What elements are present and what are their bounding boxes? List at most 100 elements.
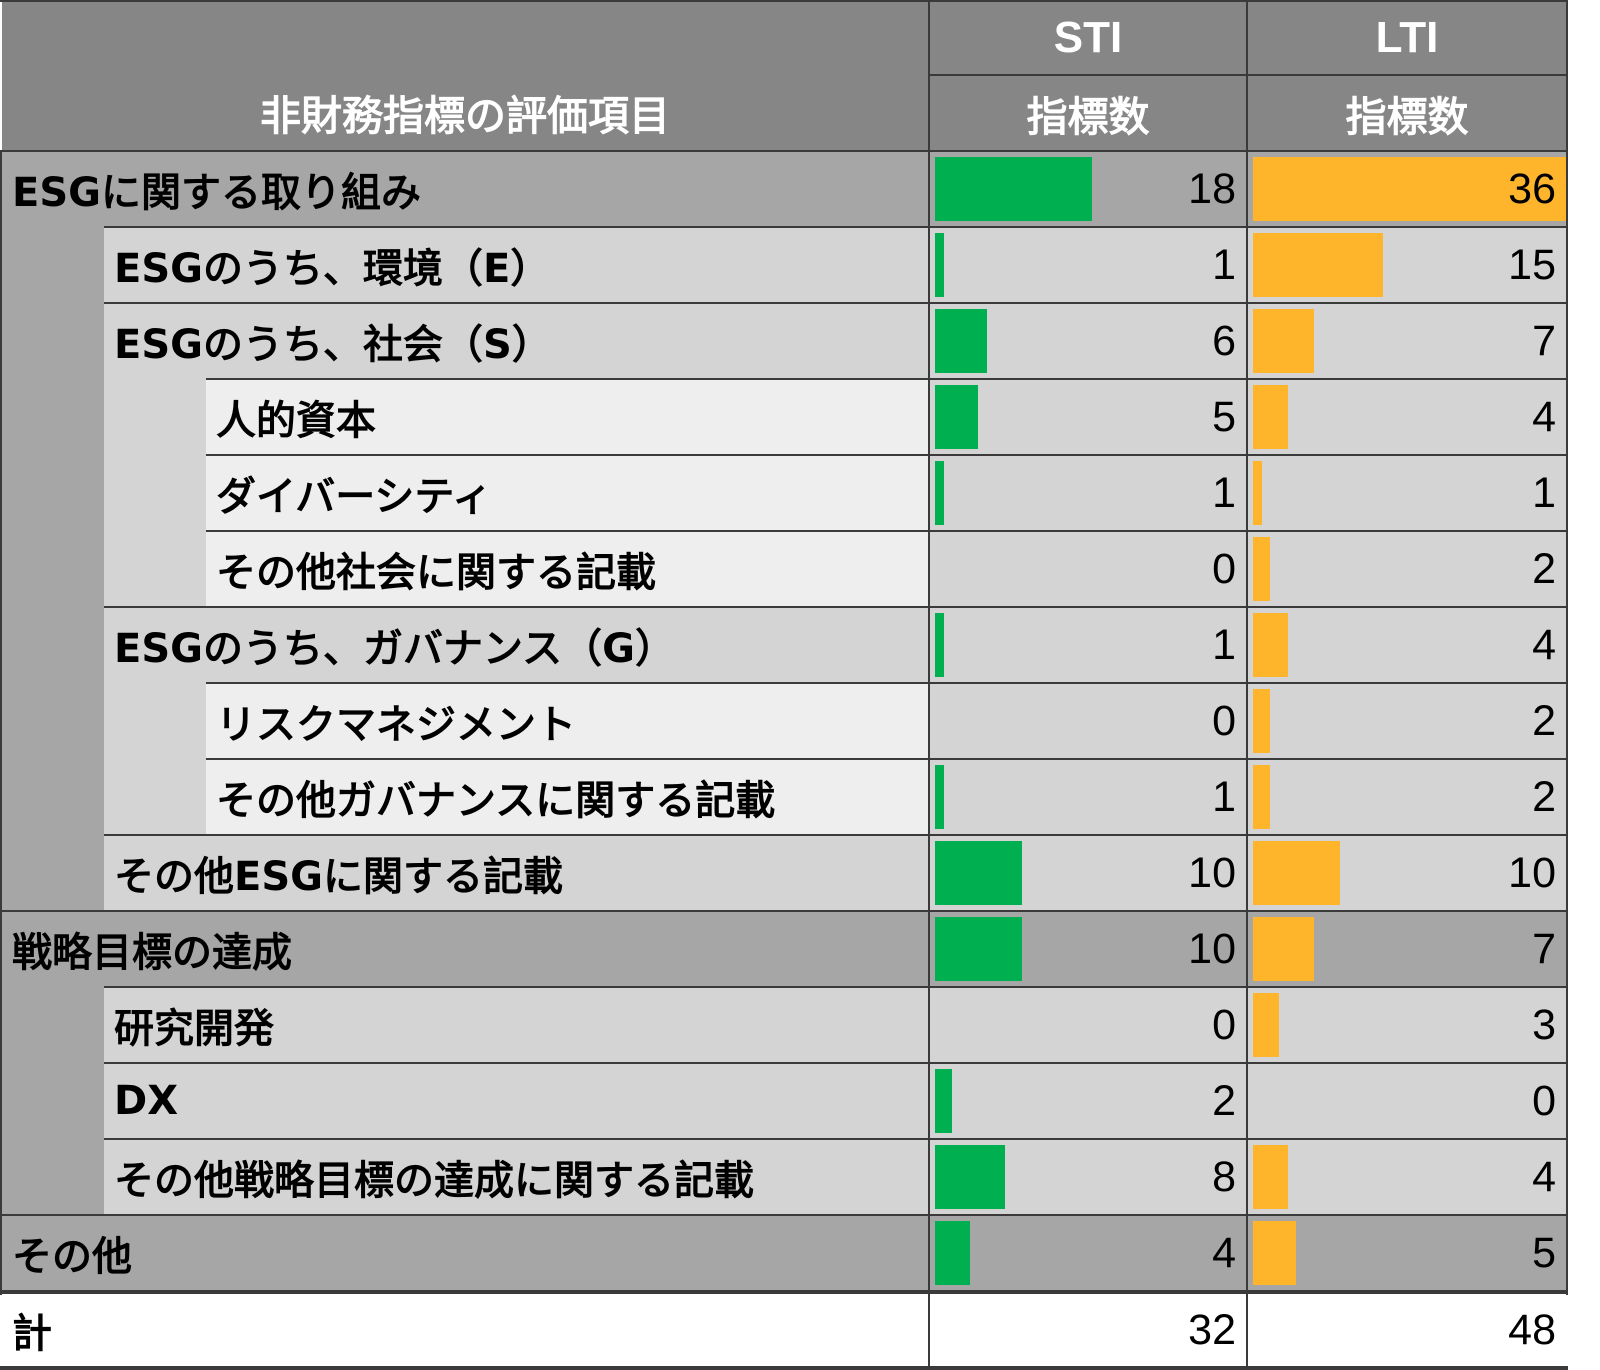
row-label-cell: その他ガバナンスに関する記載 <box>206 760 928 834</box>
header-sti-cell: STI <box>930 2 1246 74</box>
row-label-cell: ダイバーシティ <box>206 456 928 530</box>
total-label: 計 <box>12 1311 52 1357</box>
header-sti-count-cell: 指標数 <box>930 76 1246 150</box>
sti-bar <box>935 309 987 373</box>
lti-bar <box>1253 157 1566 221</box>
row-label: ESGのうち、環境（E） <box>114 246 551 292</box>
lti-cell <box>1248 760 1566 834</box>
lti-bar <box>1253 1145 1288 1209</box>
sti-value: 1 <box>1212 772 1236 821</box>
sti-cell <box>930 532 1246 606</box>
indent-gutter <box>104 378 206 606</box>
lti-bar <box>1253 537 1270 601</box>
header-lti-cell: LTI <box>1248 2 1566 74</box>
lti-value: 3 <box>1532 1000 1556 1049</box>
row-label-cell: その他社会に関する記載 <box>206 532 928 606</box>
row-label: ESGのうち、ガバナンス（G） <box>114 626 675 672</box>
row-label: その他ガバナンスに関する記載 <box>216 778 776 824</box>
total-bottom-rule <box>0 1366 1568 1370</box>
lti-bar <box>1253 993 1279 1057</box>
lti-bar <box>1253 689 1270 753</box>
sti-cell <box>930 608 1246 682</box>
indent-gutter <box>104 682 206 834</box>
sti-value: 1 <box>1212 620 1236 669</box>
row-label-cell: ESGのうち、環境（E） <box>104 228 928 302</box>
row-label-cell: リスクマネジメント <box>206 684 928 758</box>
row-label-cell: DX <box>104 1064 928 1138</box>
sti-bar <box>935 461 944 525</box>
total-sti-divider <box>928 1294 930 1366</box>
row-label: ESGのうち、社会（S） <box>114 322 552 368</box>
sti-value: 8 <box>1212 1152 1236 1201</box>
row-label-cell: ESGのうち、社会（S） <box>104 304 928 378</box>
sti-value: 0 <box>1212 544 1236 593</box>
row-label: その他社会に関する記載 <box>216 550 656 596</box>
sti-bar <box>935 385 978 449</box>
lti-bar <box>1253 917 1314 981</box>
row-label: 人的資本 <box>216 398 376 444</box>
row-label-cell: 戦略目標の達成 <box>2 912 928 986</box>
sti-value: 1 <box>1212 240 1236 289</box>
lti-bar <box>1253 613 1288 677</box>
lti-bar <box>1253 841 1340 905</box>
row-label: その他戦略目標の達成に関する記載 <box>114 1158 754 1204</box>
total-sti-value: 32 <box>930 1294 1246 1366</box>
lti-value: 2 <box>1532 544 1556 593</box>
lti-cell <box>1248 456 1566 530</box>
sti-bar <box>935 1145 1005 1209</box>
total-lti-divider <box>1246 1294 1248 1366</box>
sti-cell <box>930 1216 1246 1290</box>
lti-cell <box>1248 608 1566 682</box>
row-label-cell: その他戦略目標の達成に関する記載 <box>104 1140 928 1214</box>
sti-cell <box>930 684 1246 758</box>
sti-value: 10 <box>1188 848 1236 897</box>
lti-value: 36 <box>1508 164 1556 213</box>
header-item-cell: 非財務指標の評価項目 <box>2 2 928 150</box>
header-lti-count-cell: 指標数 <box>1248 76 1566 150</box>
lti-cell <box>1248 1216 1566 1290</box>
row-label-cell: その他 <box>2 1216 928 1290</box>
sti-value: 1 <box>1212 468 1236 517</box>
lti-cell <box>1248 988 1566 1062</box>
sti-value: 10 <box>1188 924 1236 973</box>
header-col-rule-1 <box>928 2 930 150</box>
lti-value: 7 <box>1532 316 1556 365</box>
lti-bar <box>1253 1221 1296 1285</box>
row-label-cell: ESGに関する取り組み <box>2 152 928 226</box>
lti-bar <box>1253 309 1314 373</box>
lti-value: 10 <box>1508 848 1556 897</box>
lti-value: 7 <box>1532 924 1556 973</box>
sti-cell <box>930 988 1246 1062</box>
header-lti-count-label: 指標数 <box>1345 93 1469 141</box>
row-label: その他ESGに関する記載 <box>114 854 563 900</box>
sti-bar <box>935 1221 970 1285</box>
sti-value: 6 <box>1212 316 1236 365</box>
sti-cell <box>930 380 1246 454</box>
lti-bar <box>1253 385 1288 449</box>
lti-value: 4 <box>1532 620 1556 669</box>
indent-gutter <box>2 226 104 910</box>
header-top-rule <box>0 0 1568 2</box>
sti-bar <box>935 841 1022 905</box>
lti-value: 0 <box>1532 1076 1556 1125</box>
sti-bar <box>935 917 1022 981</box>
lti-value: 1 <box>1532 468 1556 517</box>
row-label: 研究開発 <box>114 1006 274 1052</box>
total-lti-value: 48 <box>1248 1294 1566 1366</box>
sti-bar <box>935 233 944 297</box>
lti-bar <box>1253 765 1270 829</box>
header-item-label: 非財務指標の評価項目 <box>260 92 670 140</box>
sti-value: 5 <box>1212 392 1236 441</box>
row-label-cell: 研究開発 <box>104 988 928 1062</box>
row-label: ESGに関する取り組み <box>12 170 421 216</box>
header-col-rule-2 <box>1246 2 1248 150</box>
sti-bar <box>935 613 944 677</box>
header-sti-label: STI <box>1053 13 1123 62</box>
lti-value: 5 <box>1532 1228 1556 1277</box>
header-right-rule <box>1566 0 1568 152</box>
sti-bar <box>935 157 1092 221</box>
lti-bar <box>1253 461 1262 525</box>
lti-cell <box>1248 532 1566 606</box>
header-divider <box>930 74 1566 76</box>
